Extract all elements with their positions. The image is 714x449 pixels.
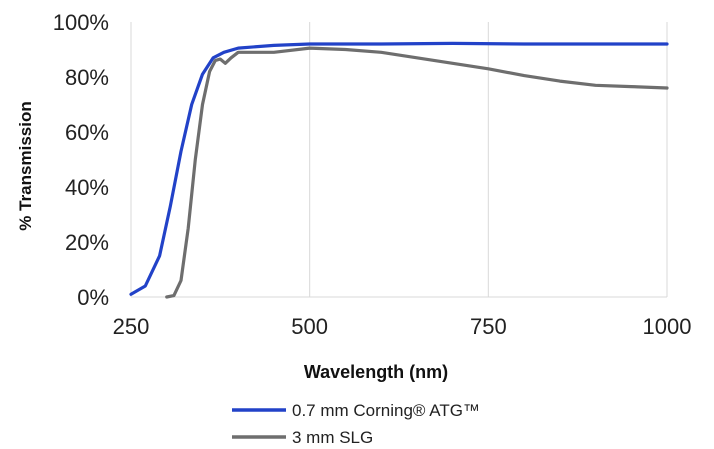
y-axis-label: % Transmission [16,101,35,230]
x-tick-label: 250 [113,314,150,339]
y-tick-label: 40% [65,175,109,200]
y-tick-labels: 0% 20% 40% 60% 80% 100% [53,10,109,310]
y-tick-label: 100% [53,10,109,35]
y-tick-label: 60% [65,120,109,145]
x-tick-label: 750 [470,314,507,339]
chart-legend: 0.7 mm Corning® ATG™ 3 mm SLG [232,401,480,447]
x-tick-label: 1000 [643,314,692,339]
chart-axes [130,22,667,298]
y-tick-label: 0% [77,285,109,310]
x-tick-labels: 250 500 750 1000 [113,314,692,339]
chart-series [129,41,669,299]
y-tick-label: 80% [65,65,109,90]
series-line-0 [129,41,669,296]
legend-label-1: 3 mm SLG [292,428,373,447]
y-tick-label: 20% [65,230,109,255]
legend-label-0: 0.7 mm Corning® ATG™ [292,401,480,420]
chart-gridlines [309,22,668,297]
x-axis-label: Wavelength (nm) [304,362,448,382]
series-line-1 [165,46,669,299]
x-tick-label: 500 [291,314,328,339]
